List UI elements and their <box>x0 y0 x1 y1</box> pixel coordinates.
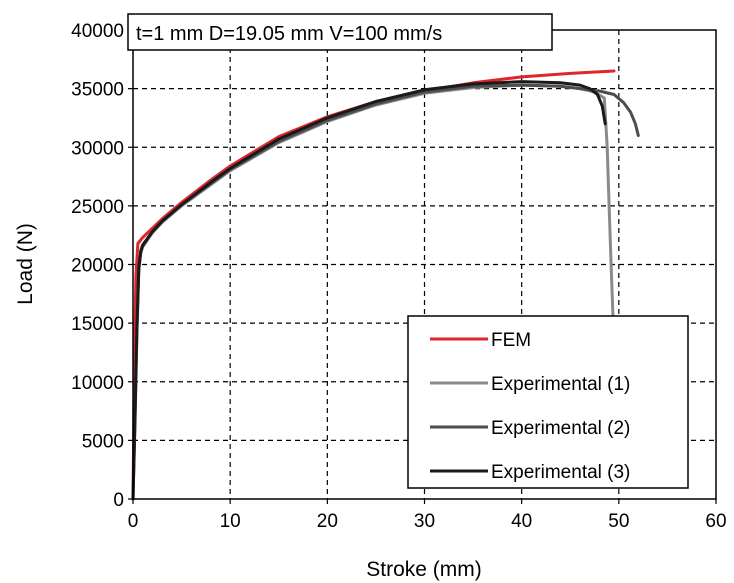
series-line-4 <box>131 80 607 501</box>
y-tick-label: 30000 <box>71 138 124 159</box>
x-tick-label: 50 <box>608 511 629 532</box>
legend-label-2: Experimental (1) <box>491 374 630 395</box>
x-tick-label: 60 <box>705 511 726 532</box>
legend-label-1: FEM <box>491 330 531 351</box>
legend-label-4: Experimental (3) <box>491 462 630 483</box>
y-tick-label: 20000 <box>71 256 124 277</box>
title-box-frame <box>127 13 553 51</box>
x-tick-label: 40 <box>511 511 532 532</box>
y-axis-label: Load (N) <box>14 223 37 305</box>
y-tick-label: 35000 <box>71 80 124 101</box>
x-tick-label: 20 <box>317 511 338 532</box>
x-axis-label: Stroke (mm) <box>366 558 482 581</box>
series-lines <box>131 69 640 501</box>
series-line-1 <box>131 69 616 501</box>
chart-title-box: t=1 mm D=19.05 mm V=100 mm/s <box>127 13 553 51</box>
y-tick-label: 40000 <box>71 21 124 42</box>
legend: FEM Experimental (1) Experimental (2) Exper… <box>407 315 689 489</box>
y-tick-label: 15000 <box>71 314 124 335</box>
y-tick-label: 10000 <box>71 373 124 394</box>
x-tick-label: 10 <box>220 511 241 532</box>
x-tick-label: 0 <box>128 511 139 532</box>
y-tick-label: 5000 <box>82 431 124 452</box>
chart-title: t=1 mm D=19.05 mm V=100 mm/s <box>136 23 442 45</box>
legend-label-3: Experimental (2) <box>491 418 630 439</box>
x-tick-label: 30 <box>414 511 435 532</box>
y-tick-label: 25000 <box>71 197 124 218</box>
y-tick-label: 0 <box>113 490 124 511</box>
legend-frame <box>407 315 689 489</box>
axis-ticks: 0 10 20 30 40 50 60 0 5000 10000 15000 20000 25000 30… <box>71 21 726 532</box>
